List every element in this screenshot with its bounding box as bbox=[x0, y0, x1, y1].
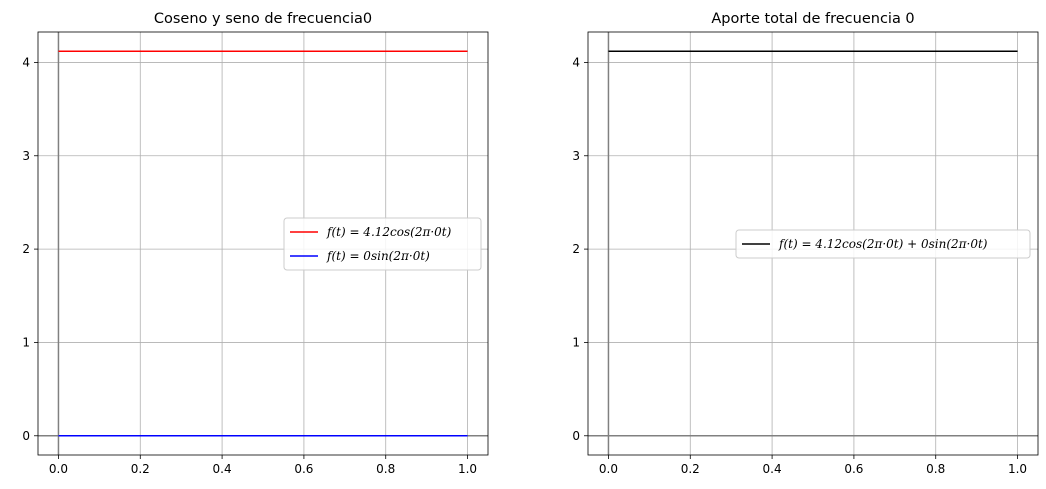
y-tick-label: 1 bbox=[572, 335, 580, 349]
x-tick-label: 0.0 bbox=[49, 462, 68, 476]
plot-frame bbox=[587, 31, 1039, 456]
x-tick-label: 0.4 bbox=[763, 462, 782, 476]
y-tick-label: 0 bbox=[572, 429, 580, 443]
y-tick-label: 3 bbox=[572, 149, 580, 163]
x-tick-label: 1.0 bbox=[458, 462, 477, 476]
y-tick-label: 0 bbox=[22, 429, 30, 443]
legend: f(t) = 4.12cos(2π·0t) f(t) = 0sin(2π·0t) bbox=[283, 217, 482, 271]
x-tick-label: 0.2 bbox=[681, 462, 700, 476]
x-tick-label: 0.6 bbox=[844, 462, 863, 476]
y-tick-label: 2 bbox=[572, 242, 580, 256]
x-tick-label: 0.2 bbox=[131, 462, 150, 476]
legend-box bbox=[735, 229, 1031, 259]
chart-panel-1: Coseno y seno de frecuencia0 0.0 0.2 0.4 0.6… bbox=[22, 11, 489, 476]
y-tick-label: 4 bbox=[22, 55, 30, 69]
legend-label-2: f(t) = 0sin(2π·0t) bbox=[326, 249, 430, 263]
legend-label-1: f(t) = 4.12cos(2π·0t) + 0sin(2π·0t) bbox=[778, 237, 988, 251]
chart-title: Aporte total de frecuencia 0 bbox=[711, 11, 914, 27]
plot-frame bbox=[37, 31, 489, 456]
x-tick-label: 0.6 bbox=[294, 462, 313, 476]
legend-label-1: f(t) = 4.12cos(2π·0t) bbox=[326, 225, 452, 239]
x-tick-label: 0.8 bbox=[926, 462, 945, 476]
legend-box bbox=[283, 217, 482, 271]
chart-panel-2: Aporte total de frecuencia 0 0.0 0.2 0.4 0.6… bbox=[572, 11, 1039, 476]
y-tick-label: 3 bbox=[22, 149, 30, 163]
y-tick-label: 4 bbox=[572, 55, 580, 69]
legend: f(t) = 4.12cos(2π·0t) + 0sin(2π·0t) bbox=[735, 229, 1031, 259]
y-tick-label: 1 bbox=[22, 335, 30, 349]
x-tick-label: 0.8 bbox=[376, 462, 395, 476]
x-tick-label: 1.0 bbox=[1008, 462, 1027, 476]
x-tick-label: 0.4 bbox=[213, 462, 232, 476]
chart-title: Coseno y seno de frecuencia0 bbox=[154, 11, 372, 27]
x-tick-label: 0.0 bbox=[599, 462, 618, 476]
y-tick-label: 2 bbox=[22, 242, 30, 256]
